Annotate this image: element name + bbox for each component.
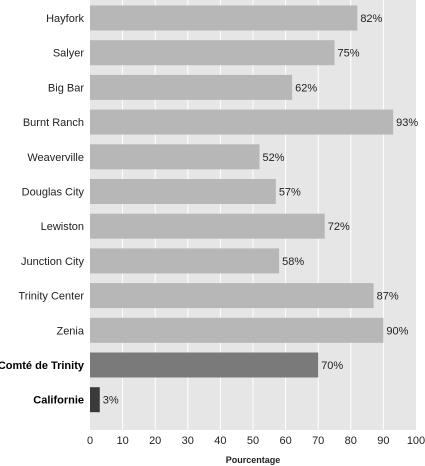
bar	[90, 283, 374, 309]
value-label: 58%	[282, 256, 304, 268]
category-labels: Hayfork Salyer Big Bar Burnt Ranch Weavervil…	[0, 13, 85, 407]
category-label: Californie	[33, 395, 84, 407]
value-label: 62%	[295, 82, 317, 94]
value-label: 52%	[263, 152, 285, 164]
category-label: Douglas City	[22, 187, 85, 199]
bar	[90, 179, 276, 204]
value-label: 90%	[386, 325, 408, 337]
x-tick-label: 50	[247, 435, 259, 447]
category-label: Salyer	[53, 48, 85, 60]
x-tick-label: 10	[116, 435, 128, 447]
bar	[90, 5, 358, 31]
value-label: 3%	[103, 395, 119, 407]
x-tick-label: 90	[377, 435, 389, 447]
bar	[90, 144, 260, 170]
x-tick-label: 70	[312, 435, 324, 447]
x-tick-label: 100	[407, 435, 425, 447]
x-axis-ticks: 0 10 20 30 40 50 60 70 80 90 100	[87, 435, 425, 447]
x-tick-label: 80	[345, 435, 357, 447]
x-tick-label: 40	[214, 435, 226, 447]
category-label: Zenia	[56, 325, 84, 337]
bar	[90, 317, 384, 343]
category-label: Lewiston	[41, 221, 84, 233]
value-label: 93%	[396, 117, 418, 129]
category-label: Burnt Ranch	[23, 117, 84, 129]
category-label: Weaverville	[27, 152, 84, 164]
value-label: 75%	[338, 48, 360, 60]
category-label: Trinity Center	[18, 291, 84, 303]
x-tick-label: 20	[149, 435, 161, 447]
category-label: Hayfork	[46, 13, 84, 25]
value-label: 87%	[377, 291, 399, 303]
x-tick-label: 0	[87, 435, 93, 447]
bar	[90, 387, 100, 413]
value-label: 57%	[279, 187, 301, 199]
x-tick-label: 30	[182, 435, 194, 447]
category-label: Big Bar	[48, 82, 84, 94]
value-labels: 82% 75% 62% 93% 52% 57% 72% 58% 87% 90% 70% 3%	[103, 13, 419, 407]
category-label: Junction City	[21, 256, 84, 268]
bars	[90, 5, 394, 413]
bar	[90, 74, 293, 100]
x-tick-label: 60	[279, 435, 291, 447]
bar	[90, 248, 280, 274]
bar	[90, 352, 319, 378]
bar	[90, 40, 335, 66]
x-axis-title: Pourcentage	[226, 455, 281, 465]
bar	[90, 213, 325, 239]
category-label: Comté de Trinity	[0, 360, 85, 372]
bar	[90, 109, 394, 135]
value-label: 82%	[360, 13, 382, 25]
value-label: 70%	[321, 360, 343, 372]
value-label: 72%	[328, 221, 350, 233]
